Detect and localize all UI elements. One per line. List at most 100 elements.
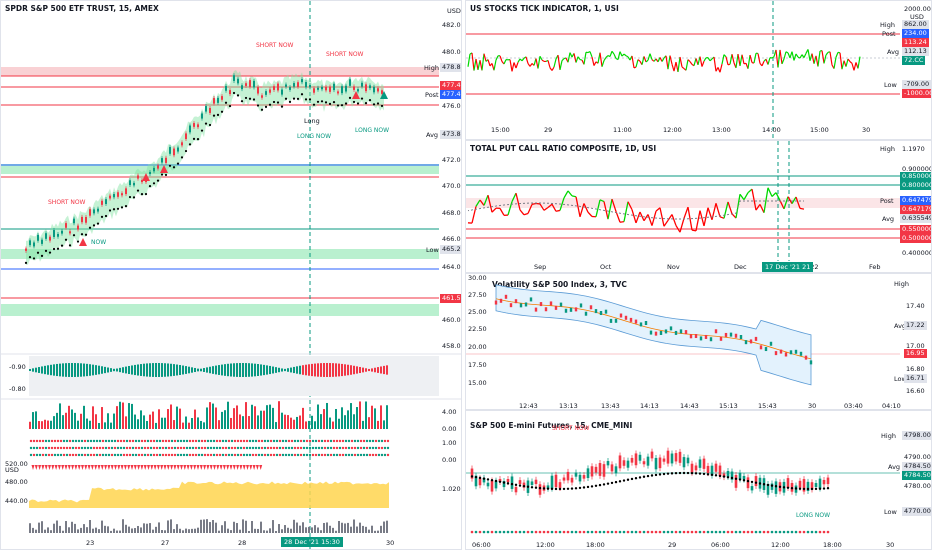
signal-dot [179, 453, 183, 457]
osc-bar [41, 366, 43, 374]
es-ma-dot [602, 483, 606, 486]
es-ma-dot [806, 487, 810, 491]
tick-chart-canvas[interactable] [466, 1, 932, 140]
vix-chart-pane[interactable]: Volatility S&P 500 Index, 3, TVC 30.00 2… [465, 273, 932, 410]
es-ma-dot [482, 477, 486, 480]
osc-bar [263, 364, 265, 376]
es-signal-dot [478, 530, 482, 534]
tick-line [689, 61, 693, 65]
pcr-line [543, 206, 549, 211]
candle [73, 218, 75, 224]
pcr-chart-pane[interactable]: TOTAL PUT CALL RATIO COMPOSITE, 1D, USI … [465, 140, 932, 273]
vix-right-tick: 16.95 [904, 349, 927, 358]
signal-dot [83, 439, 87, 443]
tick-line [823, 54, 827, 64]
histogram-bar [53, 523, 55, 533]
sell-marker [199, 465, 203, 470]
signal-dot [227, 453, 231, 457]
es-chart-canvas[interactable] [466, 411, 932, 550]
signal-dot [95, 446, 99, 450]
volume-bar [302, 407, 304, 429]
candle [213, 98, 215, 104]
vix-candle [689, 334, 693, 339]
es-signal-dot [678, 530, 682, 534]
es-ma-dot [498, 480, 502, 483]
es-candle [738, 472, 742, 480]
es-signal-dot [634, 530, 638, 534]
signal-dot [35, 453, 39, 457]
signal-dot [206, 453, 210, 457]
vol-tick: 4.00 [442, 408, 457, 416]
es-signal-dot [550, 530, 554, 534]
tick-line [601, 60, 605, 67]
tick-chart-pane[interactable]: US STOCKS TICK INDICATOR, 1, USI 2000.00… [465, 0, 932, 140]
histogram-bar [284, 525, 286, 533]
es-candle [558, 482, 562, 488]
signal-dot [179, 439, 183, 443]
ma-dot [112, 208, 116, 211]
signal-triangle [142, 173, 150, 181]
signal-dot [293, 446, 297, 450]
spy-chart-pane[interactable]: SPDR S&P 500 ETF TRUST, 15, AMEX USD 482… [0, 0, 462, 550]
tick-chart-title: US STOCKS TICK INDICATOR, 1, USI [470, 4, 619, 13]
tick-line [499, 55, 503, 62]
pcr-line [559, 197, 565, 211]
pcr-line [787, 196, 793, 204]
es-chart-pane[interactable]: S&P 500 E-mini Futures, 15, CME_MINI Hig… [465, 410, 932, 550]
es-ma-dot [682, 471, 686, 475]
osc-bar [107, 367, 109, 373]
tick-line [631, 55, 635, 69]
signal-dot [368, 446, 372, 450]
es-tick: 4770.00 [902, 507, 931, 516]
tick-line [817, 50, 821, 67]
signal-dot [221, 446, 225, 450]
osc-bar [47, 365, 49, 375]
es-candle [482, 477, 486, 483]
sell-marker [54, 465, 58, 470]
es-ma-dot [554, 487, 558, 491]
es-x: 06:00 [711, 541, 730, 549]
signal-dot [332, 453, 336, 457]
signal-dot [59, 446, 63, 450]
volume-bar [191, 418, 193, 429]
es-x: 12:00 [536, 541, 555, 549]
es-x: 18:00 [823, 541, 842, 549]
signal-dot [314, 439, 318, 443]
ma-dot [64, 238, 68, 241]
volume-bar [275, 422, 277, 429]
es-signal-dot [714, 530, 718, 534]
osc-bar [362, 367, 364, 373]
pcr-chart-canvas[interactable] [466, 141, 932, 273]
es-x: 12:00 [771, 541, 790, 549]
ma-dot [236, 94, 240, 97]
ma-dot [332, 101, 336, 104]
es-candle [582, 475, 586, 479]
signal-dot [200, 446, 204, 450]
sell-marker [74, 465, 78, 470]
now-label: NOW [91, 239, 107, 246]
signal-dot [116, 446, 120, 450]
ma-dot [204, 122, 208, 125]
es-ma-dot [538, 486, 542, 490]
pcr-line [743, 192, 749, 201]
signal-dot [32, 453, 36, 457]
osc-bar [134, 364, 136, 376]
tick-line [749, 54, 753, 63]
pcr-line [767, 187, 773, 197]
signal-dot [236, 439, 240, 443]
tick-line [495, 55, 499, 61]
signal-dot [38, 453, 42, 457]
signal-dot [341, 446, 345, 450]
spy-chart-canvas[interactable] [1, 1, 462, 550]
sell-marker [123, 465, 127, 470]
signal-dot [365, 446, 369, 450]
signal-dot [212, 453, 216, 457]
long-now-label: LONG NOW [355, 127, 390, 134]
histogram-bar [242, 519, 244, 533]
vix-candle [504, 294, 508, 299]
es-ma-dot [514, 483, 518, 487]
pcr-line [483, 194, 489, 206]
signal-dot [350, 446, 354, 450]
histogram-bar [35, 529, 37, 533]
vix-chart-canvas[interactable] [466, 274, 932, 410]
